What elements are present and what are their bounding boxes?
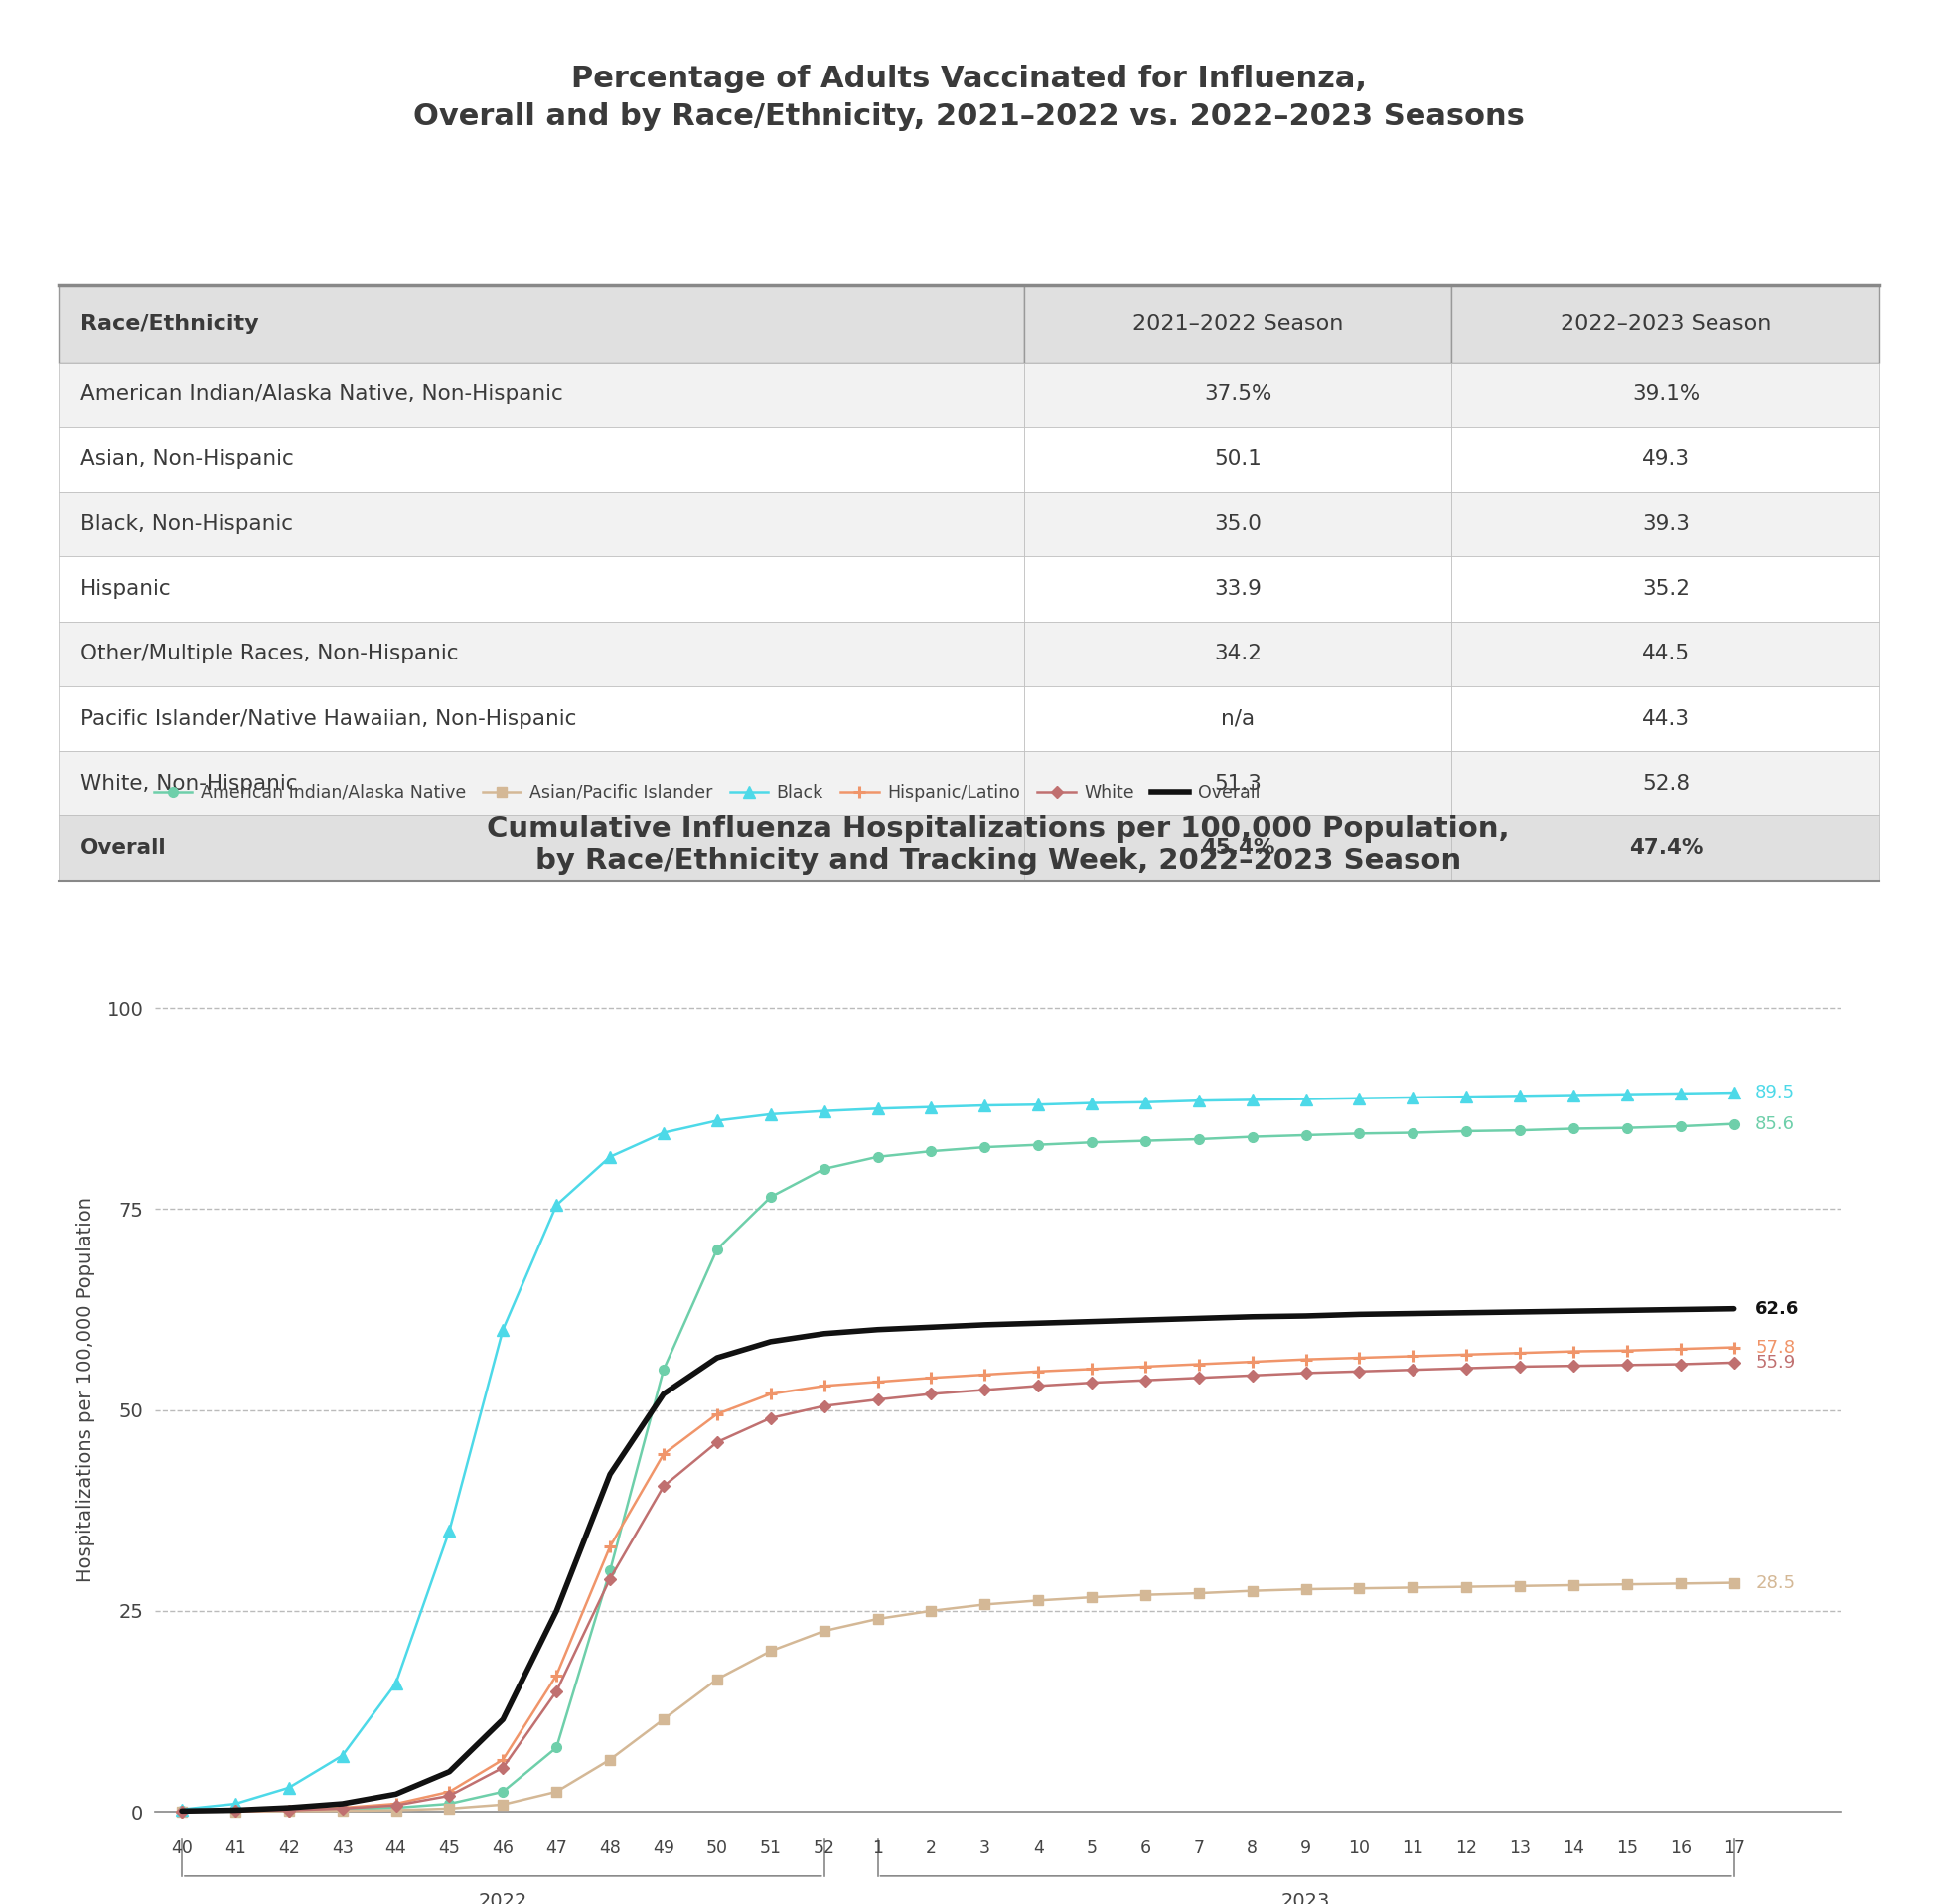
Text: Black, Non-Hispanic: Black, Non-Hispanic <box>79 514 293 535</box>
Text: 52: 52 <box>814 1839 835 1858</box>
Text: American Indian/Alaska Native, Non-Hispanic: American Indian/Alaska Native, Non-Hispa… <box>79 385 562 404</box>
Text: 85.6: 85.6 <box>1756 1116 1795 1133</box>
Text: 44.3: 44.3 <box>1641 708 1690 729</box>
Bar <box>1452 750 1880 815</box>
Text: 46: 46 <box>492 1839 514 1858</box>
Text: 62.6: 62.6 <box>1756 1300 1800 1318</box>
Text: 50.1: 50.1 <box>1213 449 1262 468</box>
Bar <box>1023 815 1452 882</box>
Text: 40: 40 <box>171 1839 192 1858</box>
Bar <box>1023 685 1452 750</box>
Text: 17: 17 <box>1723 1839 1744 1858</box>
Text: 57.8: 57.8 <box>1756 1339 1795 1356</box>
Bar <box>1452 685 1880 750</box>
Bar <box>58 556 1023 621</box>
Text: 48: 48 <box>599 1839 620 1858</box>
Text: 39.1%: 39.1% <box>1632 385 1700 404</box>
Text: 50: 50 <box>705 1839 729 1858</box>
Text: 2: 2 <box>926 1839 936 1858</box>
Text: 2022–2023 Season: 2022–2023 Season <box>1560 314 1771 333</box>
Text: 28.5: 28.5 <box>1756 1575 1795 1592</box>
Text: 41: 41 <box>225 1839 246 1858</box>
Text: 13: 13 <box>1510 1839 1531 1858</box>
Text: 1: 1 <box>872 1839 884 1858</box>
Text: 45: 45 <box>438 1839 461 1858</box>
Text: 4: 4 <box>1033 1839 1045 1858</box>
Bar <box>58 621 1023 685</box>
Bar <box>58 362 1023 426</box>
Text: 10: 10 <box>1349 1839 1370 1858</box>
Text: 2023: 2023 <box>1281 1893 1329 1904</box>
Text: Overall: Overall <box>79 838 167 859</box>
Y-axis label: Hospitalizations per 100,000 Population: Hospitalizations per 100,000 Population <box>78 1198 95 1582</box>
Bar <box>1452 556 1880 621</box>
Bar <box>58 750 1023 815</box>
Text: 33.9: 33.9 <box>1213 579 1262 600</box>
Text: 16: 16 <box>1669 1839 1692 1858</box>
Bar <box>1452 815 1880 882</box>
Bar <box>58 491 1023 556</box>
Text: 39.3: 39.3 <box>1641 514 1690 535</box>
Text: 51.3: 51.3 <box>1213 773 1262 794</box>
Text: 5: 5 <box>1087 1839 1097 1858</box>
Title: Cumulative Influenza Hospitalizations per 100,000 Population,
by Race/Ethnicity : Cumulative Influenza Hospitalizations pe… <box>486 815 1510 876</box>
Text: Race/Ethnicity: Race/Ethnicity <box>79 314 258 333</box>
Text: 47.4%: 47.4% <box>1628 838 1704 859</box>
Text: 9: 9 <box>1300 1839 1312 1858</box>
Text: Percentage of Adults Vaccinated for Influenza,
Overall and by Race/Ethnicity, 20: Percentage of Adults Vaccinated for Infl… <box>413 65 1525 131</box>
Text: 35.0: 35.0 <box>1213 514 1262 535</box>
Text: 89.5: 89.5 <box>1756 1083 1795 1102</box>
Text: 52.8: 52.8 <box>1641 773 1690 794</box>
Bar <box>1023 750 1452 815</box>
Text: 47: 47 <box>547 1839 568 1858</box>
Text: 43: 43 <box>331 1839 353 1858</box>
Text: 6: 6 <box>1140 1839 1151 1858</box>
Text: 35.2: 35.2 <box>1641 579 1690 600</box>
Text: 3: 3 <box>979 1839 990 1858</box>
Text: 37.5%: 37.5% <box>1203 385 1271 404</box>
Text: 55.9: 55.9 <box>1756 1354 1795 1371</box>
Text: 8: 8 <box>1246 1839 1258 1858</box>
Text: Other/Multiple Races, Non-Hispanic: Other/Multiple Races, Non-Hispanic <box>79 644 457 664</box>
Text: 14: 14 <box>1562 1839 1585 1858</box>
Bar <box>1023 621 1452 685</box>
Text: 11: 11 <box>1401 1839 1424 1858</box>
Text: 44: 44 <box>386 1839 407 1858</box>
Text: Hispanic: Hispanic <box>79 579 171 600</box>
Text: 34.2: 34.2 <box>1213 644 1262 664</box>
Bar <box>58 426 1023 491</box>
Text: 7: 7 <box>1194 1839 1203 1858</box>
Bar <box>1023 556 1452 621</box>
Text: 45.4%: 45.4% <box>1202 838 1275 859</box>
Text: Asian, Non-Hispanic: Asian, Non-Hispanic <box>79 449 293 468</box>
Bar <box>1452 362 1880 426</box>
Bar <box>1023 362 1452 426</box>
Text: Pacific Islander/Native Hawaiian, Non-Hispanic: Pacific Islander/Native Hawaiian, Non-Hi… <box>79 708 576 729</box>
Text: 44.5: 44.5 <box>1641 644 1690 664</box>
Text: 2022: 2022 <box>479 1893 527 1904</box>
Text: 49: 49 <box>653 1839 674 1858</box>
Text: White, Non-Hispanic: White, Non-Hispanic <box>79 773 297 794</box>
Text: 49.3: 49.3 <box>1641 449 1690 468</box>
Bar <box>1023 286 1452 362</box>
Text: 12: 12 <box>1455 1839 1477 1858</box>
Bar <box>1452 491 1880 556</box>
Text: n/a: n/a <box>1221 708 1254 729</box>
Bar <box>58 286 1023 362</box>
Bar <box>1452 426 1880 491</box>
Bar <box>58 815 1023 882</box>
Text: 2021–2022 Season: 2021–2022 Season <box>1132 314 1343 333</box>
Bar <box>1023 426 1452 491</box>
Bar <box>1452 621 1880 685</box>
Text: 15: 15 <box>1616 1839 1638 1858</box>
Text: 51: 51 <box>760 1839 781 1858</box>
Text: 42: 42 <box>277 1839 300 1858</box>
Bar <box>1023 491 1452 556</box>
Legend: American Indian/Alaska Native, Asian/Pacific Islander, Black, Hispanic/Latino, W: American Indian/Alaska Native, Asian/Pac… <box>147 777 1267 809</box>
Bar <box>58 685 1023 750</box>
Bar <box>1452 286 1880 362</box>
